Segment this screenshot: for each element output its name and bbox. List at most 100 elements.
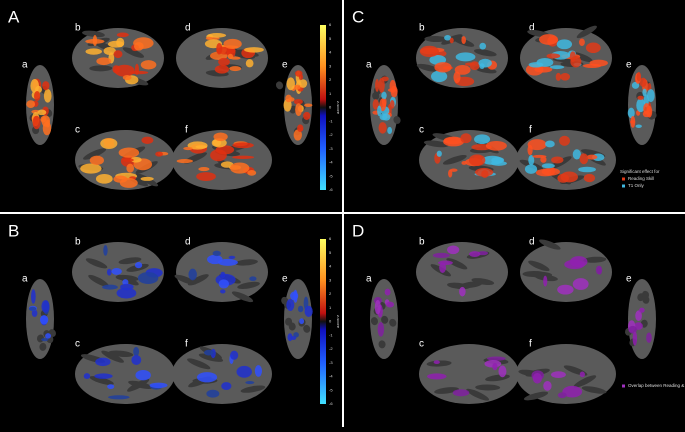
view-label: f xyxy=(185,339,188,350)
sulcus xyxy=(198,353,224,362)
activation xyxy=(102,284,118,290)
activation xyxy=(490,161,507,166)
colorbar-tick: -3 xyxy=(329,146,333,151)
activation xyxy=(220,271,226,279)
activation xyxy=(293,129,302,141)
activation xyxy=(636,98,646,113)
activation xyxy=(236,365,252,378)
activation xyxy=(210,149,227,162)
activation xyxy=(155,151,163,157)
sulcus xyxy=(434,387,459,394)
colorbar xyxy=(320,239,326,404)
activation xyxy=(464,62,476,66)
activation xyxy=(183,146,193,151)
activation xyxy=(439,262,447,273)
activation xyxy=(541,167,560,176)
activation xyxy=(122,74,132,81)
legend-title: Significant effect for xyxy=(620,169,660,174)
activation xyxy=(538,34,559,45)
activation xyxy=(374,300,381,315)
activation xyxy=(579,153,589,165)
activation xyxy=(207,33,227,38)
sulcus xyxy=(447,282,470,290)
colorbar-label: z-score xyxy=(336,315,341,329)
view-label: e xyxy=(626,274,632,285)
activation xyxy=(474,134,491,145)
colorbar-tick: 6 xyxy=(329,22,332,27)
activation xyxy=(469,251,481,257)
activation xyxy=(527,139,547,151)
activation xyxy=(45,333,52,339)
activation xyxy=(42,81,50,91)
sulcus xyxy=(82,30,105,38)
view-label: d xyxy=(185,237,191,248)
view-label: b xyxy=(75,23,81,34)
activation xyxy=(636,71,642,82)
activation xyxy=(196,372,218,383)
activation xyxy=(377,322,385,337)
activation xyxy=(637,95,644,100)
colorbar-tick: -4 xyxy=(329,160,333,165)
view-label: a xyxy=(22,274,28,285)
activation xyxy=(432,252,450,258)
activation xyxy=(448,169,453,178)
activation xyxy=(196,172,216,181)
activation xyxy=(433,360,440,364)
activation xyxy=(214,65,230,74)
activation xyxy=(549,65,565,70)
activation xyxy=(37,109,47,116)
activation xyxy=(486,356,506,361)
activation xyxy=(443,136,463,145)
activation xyxy=(106,268,112,276)
panel: Aa b c d e f 6 5 4 3 2 1 0 -1 -2 -3 -4 -5 -6 z-score xyxy=(8,7,341,192)
activation xyxy=(254,365,263,377)
sulcus xyxy=(583,256,607,263)
activation xyxy=(134,262,143,269)
activation xyxy=(528,62,544,68)
sulcus xyxy=(187,358,211,370)
activation xyxy=(116,32,129,38)
activation xyxy=(556,39,573,50)
activation xyxy=(94,373,113,379)
view-label: a xyxy=(22,60,28,71)
activation xyxy=(562,385,583,398)
activation xyxy=(293,98,303,105)
colorbar-tick: -5 xyxy=(329,173,333,178)
sulcus xyxy=(474,66,497,74)
sulcus xyxy=(539,239,561,250)
activation xyxy=(485,140,507,151)
activation xyxy=(137,272,159,285)
activation xyxy=(42,121,52,136)
colorbar-tick: -1 xyxy=(329,332,333,337)
activation xyxy=(557,392,567,399)
activation xyxy=(630,115,636,128)
activation xyxy=(140,176,154,181)
activation xyxy=(528,155,535,166)
sulcus xyxy=(89,376,114,385)
legend-swatch xyxy=(622,177,625,181)
activation xyxy=(133,42,144,51)
activation xyxy=(642,88,647,97)
activation xyxy=(31,289,36,304)
colorbar-tick: 1 xyxy=(329,305,332,310)
sulcus xyxy=(389,318,397,327)
activation xyxy=(382,113,391,121)
activation xyxy=(107,40,124,48)
activation xyxy=(43,89,52,103)
activation xyxy=(111,268,122,275)
view-label: d xyxy=(529,237,535,248)
legend-swatch xyxy=(622,384,625,388)
activation xyxy=(298,74,303,80)
activation xyxy=(551,156,564,164)
sulcus xyxy=(471,278,495,286)
activation xyxy=(80,163,102,174)
activation xyxy=(213,132,228,142)
activation xyxy=(436,150,442,157)
panel-letter: B xyxy=(8,221,19,240)
activation xyxy=(218,279,230,289)
activation xyxy=(290,291,299,301)
activation xyxy=(557,173,569,183)
activation xyxy=(478,58,492,68)
activation xyxy=(245,380,255,385)
